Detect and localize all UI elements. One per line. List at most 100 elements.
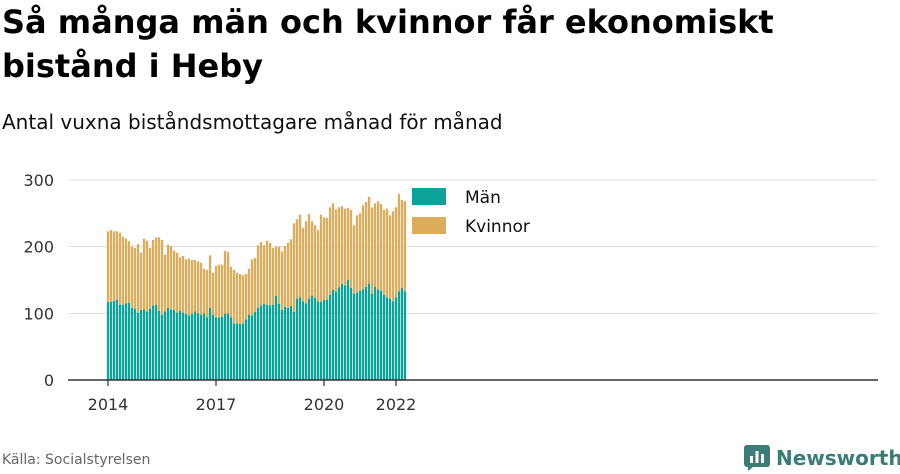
bar-women xyxy=(367,196,371,284)
bar-men xyxy=(379,290,383,380)
bar-women xyxy=(259,242,263,306)
bar-men xyxy=(289,306,293,380)
bar-men xyxy=(265,304,269,380)
bar-women xyxy=(310,221,314,296)
bar-women xyxy=(211,272,215,315)
bar-men xyxy=(127,302,131,380)
bar-women xyxy=(343,208,347,286)
bar-men xyxy=(403,291,407,380)
y-tick-label: 200 xyxy=(23,238,54,257)
bar-men xyxy=(217,317,221,380)
bar-women xyxy=(235,272,239,324)
bar-women xyxy=(340,206,344,284)
y-tick-label: 0 xyxy=(44,371,54,390)
bar-men xyxy=(208,308,212,380)
bar-women xyxy=(193,260,197,312)
bar-women xyxy=(400,200,404,288)
bar-women xyxy=(277,246,281,304)
bar-women xyxy=(130,246,134,308)
bar-men xyxy=(235,323,239,380)
bar-women xyxy=(307,214,311,299)
bar-women xyxy=(139,252,143,310)
bar-women xyxy=(388,215,392,299)
bar-men xyxy=(178,310,182,380)
bar-women xyxy=(331,203,335,290)
bar-men xyxy=(310,295,314,380)
bar-men xyxy=(328,294,332,380)
bar-women xyxy=(292,223,296,312)
bar-men xyxy=(145,311,149,380)
x-tick-label: 2014 xyxy=(88,395,129,414)
bar-women xyxy=(175,252,179,313)
bar-men xyxy=(376,289,380,380)
bar-men xyxy=(160,314,164,380)
bar-women xyxy=(148,248,152,309)
bar-women xyxy=(394,207,398,298)
bar-women xyxy=(382,210,386,295)
bar-women xyxy=(127,241,131,303)
bar-women xyxy=(142,238,146,310)
bar-women xyxy=(250,259,254,316)
bar-men xyxy=(112,300,116,380)
bar-men xyxy=(190,314,194,380)
bar-women xyxy=(199,262,203,315)
bar-men xyxy=(109,302,113,380)
bar-women xyxy=(280,251,284,310)
bar-women xyxy=(349,210,353,288)
bar-men xyxy=(400,288,404,380)
bar-men xyxy=(334,291,338,380)
bar-men xyxy=(292,312,296,380)
bar-men xyxy=(337,287,341,380)
bar-women xyxy=(232,270,236,324)
bar-women xyxy=(160,240,164,315)
bar-men xyxy=(169,309,173,380)
bar-men xyxy=(259,305,263,380)
bar-men xyxy=(340,284,344,380)
bar-men xyxy=(361,289,365,380)
bar-women xyxy=(187,258,191,316)
bar-men xyxy=(364,286,368,380)
bar-men xyxy=(352,293,356,380)
bar-women xyxy=(274,246,278,296)
bar-women xyxy=(247,268,251,315)
bar-men xyxy=(268,305,272,380)
bar-men xyxy=(226,313,230,380)
bar-women xyxy=(301,228,305,302)
bar-women xyxy=(328,207,332,295)
bar-men xyxy=(325,300,329,380)
bar-men xyxy=(136,312,140,380)
bar-women xyxy=(295,219,299,299)
bar-men xyxy=(307,298,311,380)
bar-women xyxy=(262,245,266,304)
bar-women xyxy=(217,264,221,318)
bar-men xyxy=(286,308,290,380)
bar-women xyxy=(379,204,383,291)
bar-men xyxy=(301,301,305,380)
bar-women xyxy=(229,266,233,318)
bar-women xyxy=(373,203,377,287)
legend-swatch-men xyxy=(412,188,446,205)
bar-men xyxy=(397,291,401,380)
x-tick-label: 2022 xyxy=(376,395,417,414)
bar-men xyxy=(130,308,134,380)
bar-men xyxy=(247,314,251,380)
bar-men xyxy=(154,304,158,380)
bar-women xyxy=(376,201,380,290)
bar-women xyxy=(244,274,248,320)
y-tick-label: 100 xyxy=(23,304,54,323)
bar-men xyxy=(256,308,260,380)
bar-men xyxy=(370,293,374,380)
bar-men xyxy=(262,304,266,380)
bar-men xyxy=(193,311,197,380)
bar-women xyxy=(190,260,194,314)
newsworthy-logo[interactable]: Newsworthy xyxy=(744,444,900,472)
bar-women xyxy=(352,225,356,294)
bar-men xyxy=(172,310,176,380)
source-note: Källa: Socialstyrelsen xyxy=(2,452,151,468)
bar-men xyxy=(280,310,284,380)
bar-men xyxy=(151,305,155,380)
bars xyxy=(106,194,407,380)
legend-label-women: Kvinnor xyxy=(465,217,530,237)
bar-women xyxy=(265,240,269,305)
bar-women xyxy=(253,258,257,312)
